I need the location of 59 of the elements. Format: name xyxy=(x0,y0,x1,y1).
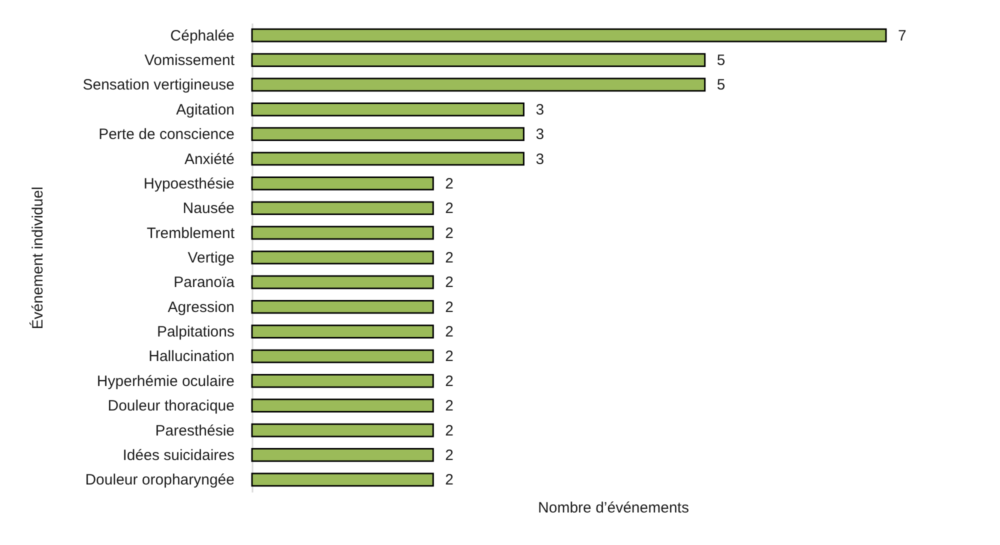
bar xyxy=(251,324,434,338)
bar xyxy=(251,349,434,364)
y-tick-label: Idées suicidaires xyxy=(122,446,234,464)
y-tick-label: Hypoesthésie xyxy=(144,175,234,192)
data-label: 2 xyxy=(445,250,454,266)
y-tick-label: Palpitations xyxy=(156,324,234,341)
data-label: 2 xyxy=(445,472,454,489)
bar xyxy=(251,28,887,42)
y-tick-label: Perte de conscience xyxy=(98,126,234,144)
y-tick-label: Agitation xyxy=(176,101,234,118)
y-tick-label: Vomissement xyxy=(144,52,236,70)
data-label: 7 xyxy=(898,27,906,44)
y-tick-label: Douleur thoracique xyxy=(108,398,234,415)
data-label: 2 xyxy=(445,446,454,464)
bar xyxy=(251,152,524,166)
y-tick-label: Anxiété xyxy=(184,150,234,168)
bar xyxy=(251,374,434,388)
y-tick-label: Douleur oropharyngée xyxy=(85,472,234,489)
bar xyxy=(251,423,434,438)
y-tick-label: Tremblement xyxy=(146,224,236,242)
data-label: 2 xyxy=(445,224,454,242)
bar xyxy=(251,102,524,116)
data-label: 2 xyxy=(445,372,454,390)
bar xyxy=(251,250,434,264)
bar xyxy=(251,472,434,487)
bar xyxy=(251,398,434,413)
bar xyxy=(251,78,706,92)
bar xyxy=(251,275,434,290)
data-label: 2 xyxy=(445,398,454,415)
data-label: 3 xyxy=(536,150,544,168)
data-label: 2 xyxy=(445,324,454,341)
data-label: 2 xyxy=(445,274,454,292)
data-label: 2 xyxy=(445,298,454,316)
data-label: 3 xyxy=(536,101,544,118)
data-label: 2 xyxy=(445,175,454,192)
bar xyxy=(251,127,524,141)
y-tick-label: Paresthésie xyxy=(155,422,234,440)
y-tick-label: Vertige xyxy=(188,250,234,266)
data-label: 2 xyxy=(445,422,454,440)
x-axis-title: Nombre d’événements xyxy=(538,500,689,516)
y-axis-title: Événement individuel xyxy=(28,186,46,330)
bar xyxy=(251,176,434,190)
bar xyxy=(251,201,434,216)
bar xyxy=(251,300,434,314)
y-tick-label: Hallucination xyxy=(148,348,234,366)
data-label: 5 xyxy=(716,52,726,70)
data-label: 2 xyxy=(445,200,454,218)
bar xyxy=(251,226,434,240)
y-tick-label: Agression xyxy=(168,298,234,316)
data-label: 3 xyxy=(536,126,544,144)
y-tick-label: Sensation vertigineuse xyxy=(82,76,234,94)
bar xyxy=(251,448,434,462)
bar xyxy=(251,53,706,67)
y-tick-label: Céphalée xyxy=(170,27,234,44)
data-label: 5 xyxy=(716,76,726,94)
data-label: 2 xyxy=(445,348,454,366)
y-tick-label: Paranoïa xyxy=(174,274,236,292)
y-tick-label: Hyperhémie oculaire xyxy=(96,372,234,390)
y-tick-label: Nausée xyxy=(182,200,234,218)
